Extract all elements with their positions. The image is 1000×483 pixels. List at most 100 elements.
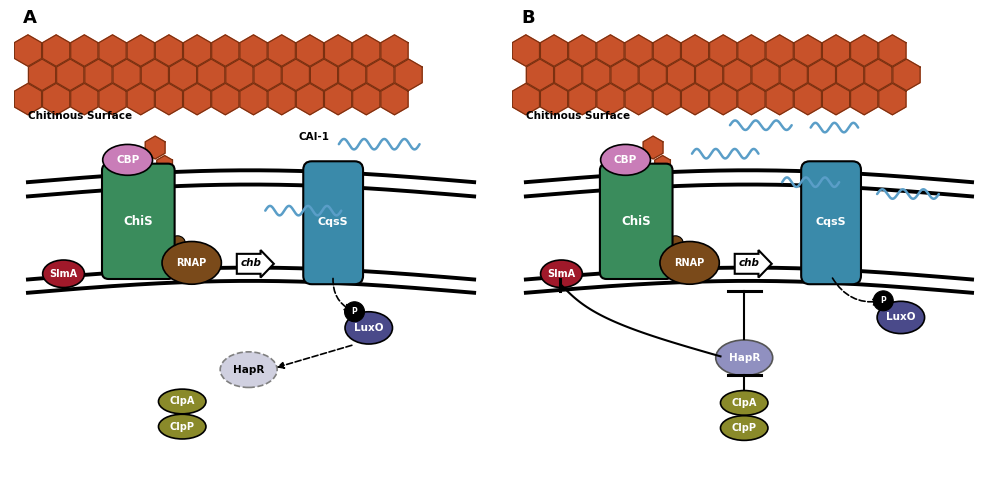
Text: CqsS: CqsS bbox=[816, 216, 846, 227]
Polygon shape bbox=[639, 59, 666, 90]
Polygon shape bbox=[879, 35, 906, 66]
Polygon shape bbox=[28, 59, 56, 90]
FancyArrow shape bbox=[735, 250, 772, 278]
Text: ClpA: ClpA bbox=[170, 397, 195, 407]
Polygon shape bbox=[710, 84, 737, 115]
Text: CAI-1: CAI-1 bbox=[299, 132, 330, 142]
Polygon shape bbox=[569, 35, 596, 66]
Ellipse shape bbox=[158, 414, 206, 439]
FancyBboxPatch shape bbox=[303, 161, 363, 284]
Ellipse shape bbox=[220, 352, 277, 387]
Ellipse shape bbox=[103, 144, 153, 175]
Polygon shape bbox=[822, 35, 850, 66]
Polygon shape bbox=[808, 59, 835, 90]
Circle shape bbox=[158, 242, 174, 257]
Polygon shape bbox=[794, 84, 821, 115]
Polygon shape bbox=[310, 59, 338, 90]
Polygon shape bbox=[611, 59, 638, 90]
Polygon shape bbox=[226, 59, 253, 90]
Polygon shape bbox=[681, 35, 709, 66]
Text: chb: chb bbox=[739, 258, 759, 268]
Polygon shape bbox=[157, 156, 172, 173]
Polygon shape bbox=[851, 84, 878, 115]
Polygon shape bbox=[57, 59, 84, 90]
Text: B: B bbox=[521, 9, 535, 27]
Polygon shape bbox=[325, 35, 352, 66]
Polygon shape bbox=[325, 84, 352, 115]
Polygon shape bbox=[597, 84, 624, 115]
Polygon shape bbox=[655, 156, 670, 173]
Text: SlmA: SlmA bbox=[547, 269, 576, 279]
Polygon shape bbox=[71, 84, 98, 115]
Polygon shape bbox=[597, 35, 624, 66]
Polygon shape bbox=[512, 84, 539, 115]
Ellipse shape bbox=[162, 242, 221, 284]
Polygon shape bbox=[395, 59, 422, 90]
Text: LuxO: LuxO bbox=[354, 323, 384, 333]
Text: ChiS: ChiS bbox=[124, 214, 153, 227]
Polygon shape bbox=[879, 84, 906, 115]
Polygon shape bbox=[184, 35, 211, 66]
Text: ClpA: ClpA bbox=[732, 398, 757, 408]
Polygon shape bbox=[43, 84, 70, 115]
Polygon shape bbox=[381, 35, 408, 66]
FancyBboxPatch shape bbox=[600, 164, 673, 279]
Text: Chitinous Surface: Chitinous Surface bbox=[28, 111, 132, 121]
Circle shape bbox=[345, 302, 364, 322]
Text: ClpP: ClpP bbox=[170, 422, 195, 432]
FancyArrow shape bbox=[237, 250, 274, 278]
Polygon shape bbox=[625, 84, 652, 115]
Polygon shape bbox=[851, 35, 878, 66]
Polygon shape bbox=[367, 59, 394, 90]
Polygon shape bbox=[268, 84, 295, 115]
Text: HapR: HapR bbox=[729, 353, 760, 363]
FancyBboxPatch shape bbox=[102, 164, 175, 279]
Polygon shape bbox=[569, 84, 596, 115]
Polygon shape bbox=[212, 84, 239, 115]
Polygon shape bbox=[512, 35, 539, 66]
Ellipse shape bbox=[345, 312, 392, 344]
Ellipse shape bbox=[716, 340, 773, 376]
Polygon shape bbox=[526, 59, 554, 90]
Polygon shape bbox=[155, 35, 182, 66]
Polygon shape bbox=[14, 35, 42, 66]
Polygon shape bbox=[71, 35, 98, 66]
Polygon shape bbox=[643, 136, 663, 159]
Text: ChiS: ChiS bbox=[622, 214, 651, 227]
Polygon shape bbox=[738, 84, 765, 115]
Text: Chitinous Surface: Chitinous Surface bbox=[526, 111, 630, 121]
Polygon shape bbox=[667, 59, 695, 90]
Polygon shape bbox=[353, 35, 380, 66]
Polygon shape bbox=[184, 84, 211, 115]
Circle shape bbox=[873, 291, 893, 311]
Circle shape bbox=[655, 242, 672, 257]
Text: P: P bbox=[352, 307, 357, 316]
Polygon shape bbox=[625, 35, 652, 66]
Polygon shape bbox=[145, 136, 165, 159]
Polygon shape bbox=[353, 84, 380, 115]
Polygon shape bbox=[710, 35, 737, 66]
Ellipse shape bbox=[43, 260, 84, 287]
Polygon shape bbox=[113, 59, 140, 90]
Text: CBP: CBP bbox=[116, 155, 139, 165]
Polygon shape bbox=[296, 35, 323, 66]
Polygon shape bbox=[653, 84, 680, 115]
Text: LuxO: LuxO bbox=[886, 313, 916, 323]
Ellipse shape bbox=[720, 391, 768, 415]
Polygon shape bbox=[268, 35, 295, 66]
Text: A: A bbox=[23, 9, 37, 27]
FancyBboxPatch shape bbox=[801, 161, 861, 284]
Polygon shape bbox=[583, 59, 610, 90]
Polygon shape bbox=[127, 84, 154, 115]
Polygon shape bbox=[893, 59, 920, 90]
Text: CqsS: CqsS bbox=[318, 216, 348, 227]
Polygon shape bbox=[865, 59, 892, 90]
Ellipse shape bbox=[158, 389, 206, 414]
Polygon shape bbox=[240, 84, 267, 115]
Polygon shape bbox=[837, 59, 864, 90]
Polygon shape bbox=[99, 84, 126, 115]
Text: P: P bbox=[880, 297, 886, 305]
Text: ClpP: ClpP bbox=[732, 423, 757, 433]
Ellipse shape bbox=[720, 416, 768, 440]
Polygon shape bbox=[540, 84, 568, 115]
